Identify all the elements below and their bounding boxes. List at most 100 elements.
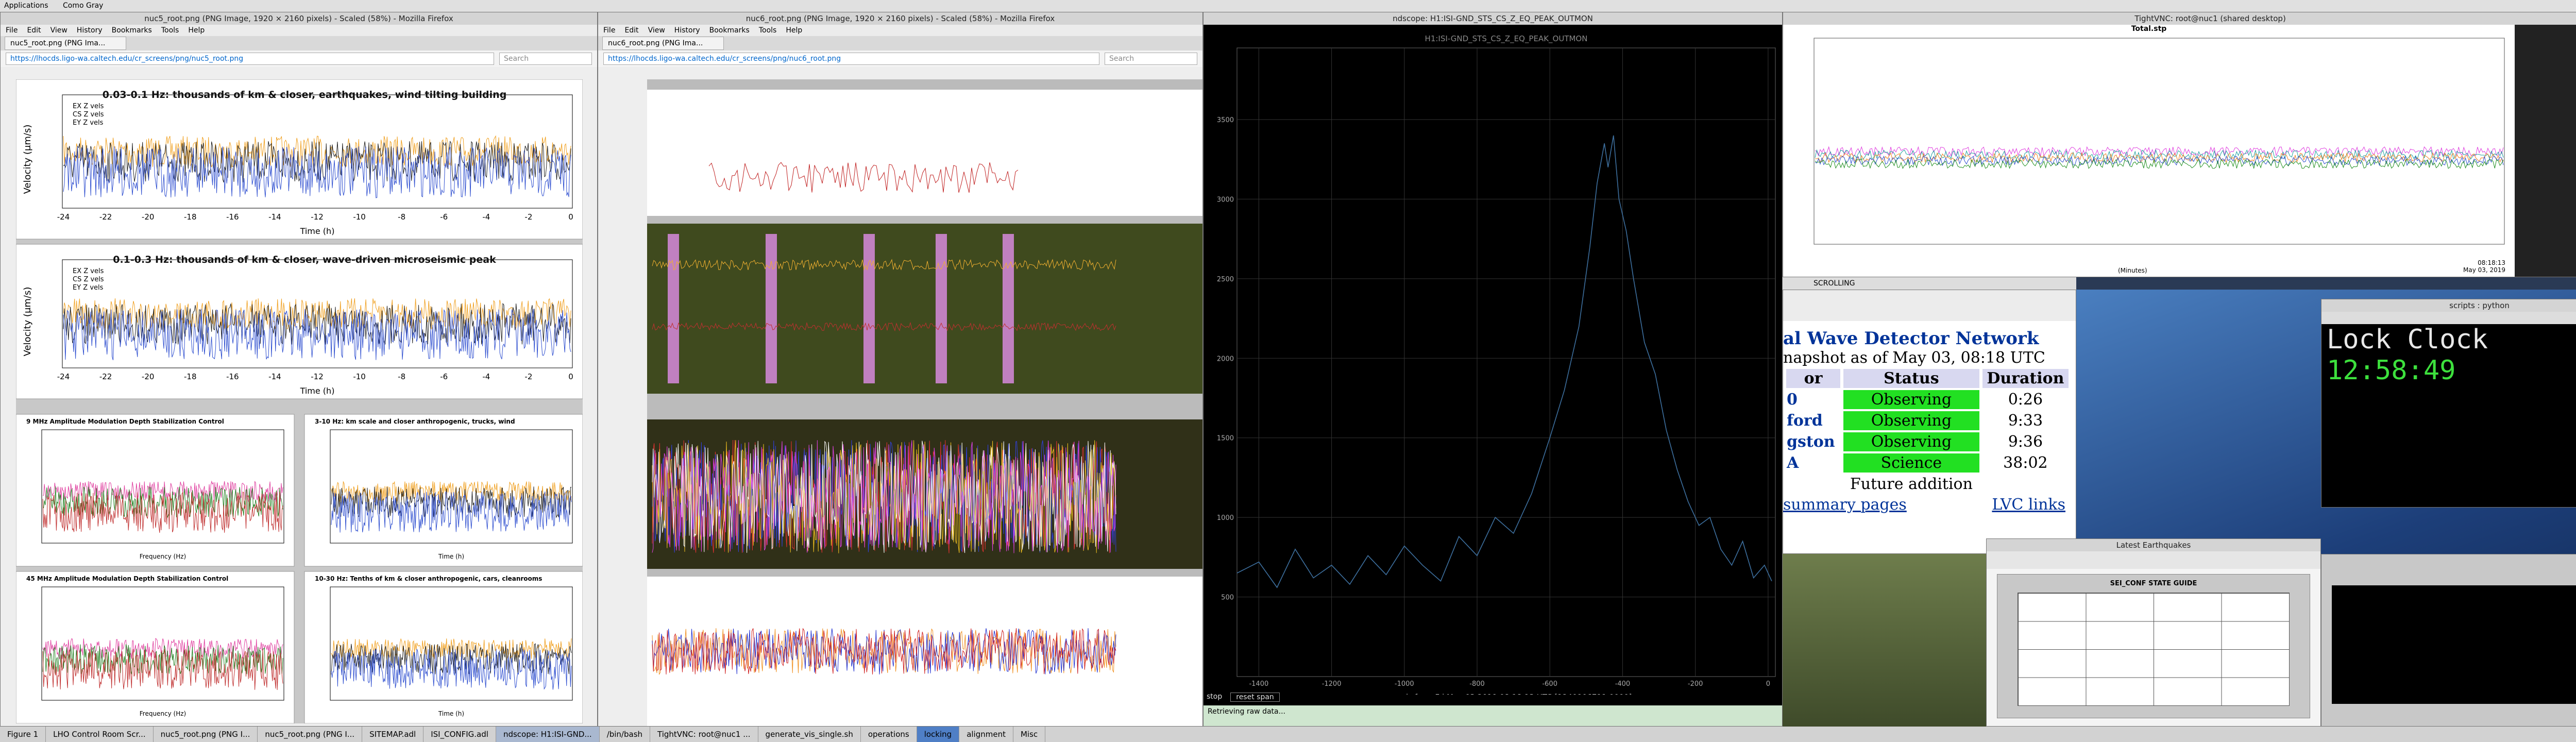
taskbar-item[interactable]: Figure 1 — [0, 727, 46, 742]
trace-texture — [42, 492, 283, 533]
dark-plot — [2332, 585, 2576, 704]
taskbar-item[interactable]: nuc5_root.png (PNG I... — [258, 727, 363, 742]
chart: H1:ISI-GND_STS_CS_Z_EQ_PEAK_OUTMON 500 100… — [1217, 34, 1776, 702]
taskbar-item[interactable]: ISI_CONFIG.adl — [423, 727, 496, 742]
menu-item[interactable]: Bookmarks — [709, 26, 750, 35]
status-bar: Retrieving raw data... — [1204, 705, 1782, 726]
plot-frame — [1814, 38, 2505, 245]
trace-texture — [63, 298, 571, 330]
table-cell: Future addition — [1850, 475, 1973, 493]
trace-texture — [331, 648, 572, 690]
tab[interactable]: nuc6_root.png (PNG Ima... — [602, 37, 724, 50]
table-row: A Science 38:02 — [1786, 453, 2069, 473]
taskbar-item[interactable]: alignment — [959, 727, 1013, 742]
menu-item[interactable]: History — [76, 26, 103, 35]
menu-item[interactable]: Edit — [27, 26, 41, 35]
table-cell: 0:26 — [2008, 391, 2043, 409]
channel-list — [2515, 25, 2576, 277]
menu-bar: File Edit View History Bookmarks Tools Help — [598, 25, 1202, 36]
legend-entry: EX Z vels — [73, 103, 104, 110]
table-cell: 9:33 — [2008, 412, 2043, 430]
url-field[interactable]: https://lhocds.ligo-wa.caltech.edu/cr_sc… — [603, 53, 1099, 65]
y-axis-label: Velocity (μm/s) — [22, 287, 33, 357]
x-tick-label: 0 — [568, 212, 573, 222]
banner: 9 MHz Amplitude Modulation Depth Stabili… — [26, 418, 224, 425]
plot-frame — [330, 429, 573, 544]
menu-item[interactable]: View — [50, 26, 67, 35]
search-field[interactable]: Search — [499, 53, 592, 65]
chart-title: H1:ISI-GND_STS_CS_Z_EQ_PEAK_OUTMON — [1425, 34, 1588, 44]
stop-button[interactable]: stop — [1207, 693, 1223, 701]
header-cell: Duration — [1982, 369, 2069, 388]
banner: 45 MHz Amplitude Modulation Depth Stabil… — [26, 575, 228, 582]
table-row: 0 Observing 0:26 — [1786, 390, 2069, 409]
y-tick-label: 3000 — [1217, 196, 1234, 204]
plot-panel — [647, 224, 1202, 394]
table-cell: 9:36 — [2008, 433, 2043, 451]
image-view — [647, 79, 1202, 726]
y-tick-label: 1500 — [1217, 435, 1234, 443]
link[interactable]: summary pages — [1783, 496, 1907, 514]
x-tick-label: -10 — [353, 372, 366, 381]
plot-frame — [62, 94, 573, 209]
table-header: or Status Duration — [1786, 369, 2069, 388]
reset-span-button[interactable]: reset span — [1230, 693, 1280, 702]
trace-texture — [652, 440, 1116, 553]
x-tick-label: -12 — [311, 372, 324, 381]
x-tick-label: -12 — [311, 212, 324, 222]
menu-item[interactable]: Edit — [624, 26, 639, 35]
taskbar-item[interactable]: locking — [917, 727, 960, 742]
taskbar-item[interactable]: /bin/bash — [600, 727, 651, 742]
menu-item[interactable]: Tools — [758, 26, 777, 35]
y-tick-label: 2500 — [1217, 276, 1234, 283]
taskbar-item[interactable]: SITEMAP.adl — [362, 727, 424, 742]
plot-title: Total.stp — [2131, 25, 2167, 33]
taskbar-item[interactable]: LHO Control Room Scr... — [46, 727, 154, 742]
link[interactable]: LVC links — [1992, 496, 2065, 514]
table-cell: ford — [1787, 412, 1823, 430]
tab[interactable]: nuc5_root.png (PNG Ima... — [5, 37, 127, 50]
taskbar-item[interactable]: generate_vis_single.sh — [758, 727, 861, 742]
taskbar-item[interactable]: operations — [861, 727, 917, 742]
plot-panel — [15, 79, 583, 240]
menu-item[interactable]: File — [603, 26, 616, 35]
y-tick-label: 500 — [1221, 594, 1234, 602]
nav-bar: https://lhocds.ligo-wa.caltech.edu/cr_sc… — [598, 50, 1202, 67]
menu-item[interactable]: Tools — [161, 26, 179, 35]
x-tick-label: -18 — [184, 372, 197, 381]
trace-texture — [42, 638, 283, 660]
x-tick-label: -6 — [440, 372, 448, 381]
x-tick-label: -8 — [398, 212, 405, 222]
menu-item[interactable]: Bookmarks — [111, 26, 152, 35]
search-field[interactable]: Search — [1105, 53, 1197, 65]
controls: stop reset span — [1207, 693, 1280, 702]
taskbar-item[interactable]: TightVNC: root@nuc1 ... — [650, 727, 758, 742]
taskbar-item[interactable]: nuc5_root.png (PNG I... — [154, 727, 258, 742]
tab-bar: nuc5_root.png (PNG Ima... — [1, 36, 597, 50]
taskbar-item[interactable]: Misc — [1013, 727, 1046, 742]
x-tick-label: -4 — [482, 212, 490, 222]
menu-item[interactable]: History — [674, 26, 700, 35]
trace-texture — [63, 141, 571, 183]
applications-menu[interactable]: Applications — [4, 2, 48, 10]
menu-item[interactable]: File — [6, 26, 18, 35]
trace-texture — [63, 302, 571, 345]
menu-item[interactable]: Help — [786, 26, 803, 35]
url-field[interactable]: https://lhocds.ligo-wa.caltech.edu/cr_sc… — [6, 53, 494, 65]
taskbar-item[interactable]: ndscope: H1:ISI-GND... — [496, 727, 600, 742]
x-tick-label: -6 — [440, 212, 448, 222]
table-cell: Observing — [1843, 390, 1979, 409]
header-cell: or — [1786, 369, 1840, 388]
plot-frame — [330, 586, 573, 701]
table-row: ford Observing 9:33 — [1786, 411, 2069, 430]
user: Como Gray — [62, 2, 104, 10]
window-title: TightVNC: root@nuc1 (shared desktop) — [1783, 12, 2576, 25]
trace-texture — [1815, 146, 2504, 157]
menu-item[interactable]: View — [648, 26, 665, 35]
menu-item[interactable]: Help — [188, 26, 205, 35]
table-cell: A — [1787, 454, 1799, 472]
x-tick-label: 0 — [1766, 680, 1770, 688]
legend-entry: EY Z vels — [73, 284, 104, 292]
table-cell — [1786, 475, 1840, 494]
x-tick-label: -800 — [1469, 680, 1485, 688]
